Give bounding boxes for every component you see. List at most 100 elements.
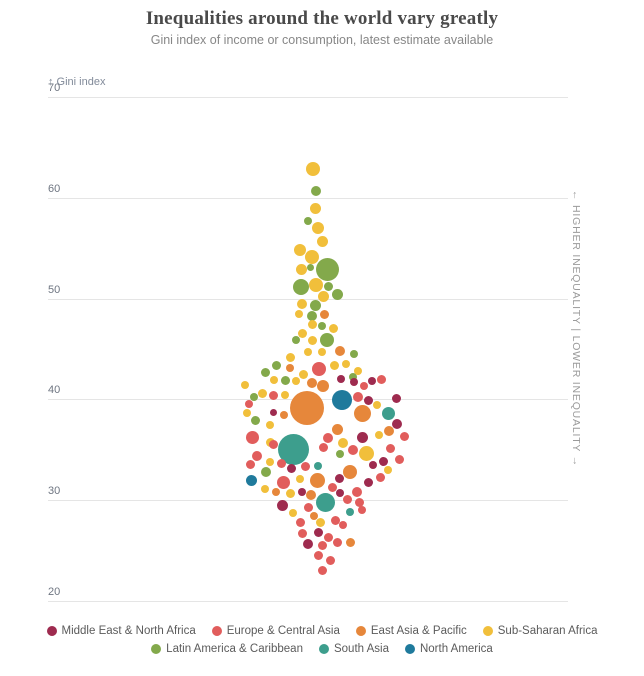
country-bubble-eca[interactable] [245, 460, 255, 470]
country-bubble-ssa[interactable] [285, 352, 295, 362]
country-bubble-ssa[interactable] [309, 203, 321, 215]
country-bubble-eca[interactable] [245, 400, 253, 409]
country-bubble-eca[interactable] [327, 482, 337, 492]
country-bubble-ssa[interactable] [297, 329, 307, 339]
country-bubble-lac[interactable] [331, 289, 343, 301]
country-bubble-eca[interactable] [342, 494, 352, 504]
country-bubble-eap[interactable] [306, 490, 316, 501]
country-bubble-ssa[interactable] [328, 324, 338, 334]
country-bubble-eca[interactable] [353, 392, 363, 403]
country-bubble-mena[interactable] [392, 418, 402, 429]
country-bubble-eap[interactable] [345, 538, 355, 548]
country-bubble-eca[interactable] [394, 455, 404, 465]
country-bubble-ssa[interactable] [338, 437, 348, 448]
country-bubble-mena[interactable] [356, 432, 368, 444]
country-bubble-eap[interactable] [353, 405, 371, 422]
country-bubble-eca[interactable] [323, 532, 333, 542]
country-bubble-eap[interactable] [272, 488, 280, 497]
country-bubble-eca[interactable] [245, 431, 259, 445]
country-bubble-ssa[interactable] [307, 336, 317, 346]
country-bubble-lac[interactable] [315, 257, 339, 281]
country-bubble-ssa[interactable] [266, 420, 274, 429]
country-bubble-lac[interactable] [336, 449, 344, 458]
country-bubble-eca[interactable] [352, 487, 362, 498]
country-bubble-eap[interactable] [331, 424, 343, 436]
country-bubble-mena[interactable] [363, 395, 373, 405]
country-bubble-eca[interactable] [358, 506, 366, 515]
legend-item-na[interactable]: North America [404, 643, 493, 655]
country-bubble-ssa[interactable] [309, 278, 323, 293]
country-bubble-eap[interactable] [310, 512, 318, 521]
legend-item-eap[interactable]: East Asia & Pacific [355, 625, 467, 637]
country-bubble-eca[interactable] [297, 528, 307, 538]
country-bubble-ssa[interactable] [318, 348, 326, 357]
country-bubble-eap[interactable] [307, 378, 317, 389]
legend-item-eca[interactable]: Europe & Central Asia [211, 625, 340, 637]
country-bubble-eca[interactable] [303, 502, 313, 512]
country-bubble-mena[interactable] [369, 460, 377, 469]
country-bubble-eap[interactable] [384, 425, 394, 436]
country-bubble-lac[interactable] [280, 375, 290, 385]
country-bubble-ssa[interactable] [243, 408, 251, 417]
country-bubble-ssa[interactable] [285, 488, 295, 498]
country-bubble-ssa[interactable] [298, 369, 308, 379]
country-bubble-eca[interactable] [317, 566, 327, 576]
country-bubble-lac[interactable] [311, 185, 321, 196]
country-bubble-eca[interactable] [375, 472, 385, 482]
country-bubble-mena[interactable] [303, 538, 313, 549]
country-bubble-ssa[interactable] [281, 391, 289, 400]
country-bubble-eca[interactable] [312, 362, 326, 377]
country-bubble-lac[interactable] [250, 416, 260, 426]
country-bubble-mena[interactable] [269, 409, 277, 416]
country-bubble-eca[interactable] [268, 390, 278, 400]
country-bubble-ssa[interactable] [342, 360, 350, 369]
country-bubble-mena[interactable] [313, 527, 323, 537]
country-bubble-eap[interactable] [309, 472, 325, 488]
country-bubble-mena[interactable] [286, 464, 296, 474]
country-bubble-mena[interactable] [363, 477, 373, 487]
country-bubble-ssa[interactable] [295, 263, 307, 275]
country-bubble-sa[interactable] [381, 407, 395, 420]
country-bubble-lac[interactable] [261, 466, 271, 477]
country-bubble-sa[interactable] [315, 492, 335, 512]
country-bubble-lac[interactable] [260, 367, 270, 377]
country-bubble-ssa[interactable] [375, 430, 383, 439]
country-bubble-eca[interactable] [354, 497, 364, 507]
country-bubble-eap[interactable] [317, 380, 329, 393]
country-bubble-ssa[interactable] [329, 360, 339, 370]
country-bubble-sa[interactable] [314, 461, 322, 470]
country-bubble-eca[interactable] [276, 475, 290, 489]
country-bubble-eca[interactable] [385, 444, 395, 454]
country-bubble-eca[interactable] [360, 382, 368, 391]
country-bubble-ssa[interactable] [373, 401, 381, 410]
country-bubble-ssa[interactable] [304, 348, 312, 357]
country-bubble-eap[interactable] [286, 364, 294, 373]
country-bubble-mena[interactable] [334, 473, 344, 483]
legend-item-lac[interactable]: Latin America & Caribbean [151, 643, 303, 655]
country-bubble-mena[interactable] [368, 377, 376, 386]
country-bubble-eca[interactable] [318, 443, 328, 453]
country-bubble-ssa[interactable] [354, 367, 362, 376]
country-bubble-lac[interactable] [293, 278, 309, 295]
country-bubble-eap[interactable] [319, 310, 329, 320]
country-bubble-ssa[interactable] [312, 222, 324, 235]
country-bubble-ssa[interactable] [294, 244, 306, 257]
country-bubble-lac[interactable] [320, 332, 334, 347]
country-bubble-mena[interactable] [337, 375, 345, 384]
country-bubble-na[interactable] [245, 474, 257, 486]
country-bubble-na[interactable] [332, 390, 352, 411]
legend-item-mena[interactable]: Middle East & North Africa [46, 625, 196, 637]
country-bubble-lac[interactable] [323, 282, 333, 291]
country-bubble-eca[interactable] [330, 515, 340, 525]
country-bubble-ssa[interactable] [306, 161, 320, 176]
country-bubble-ssa[interactable] [316, 235, 328, 247]
country-bubble-eca[interactable] [399, 432, 409, 442]
country-bubble-eap[interactable] [335, 346, 345, 357]
country-bubble-eca[interactable] [348, 444, 358, 455]
country-bubble-ssa[interactable] [289, 509, 297, 518]
country-bubble-eap[interactable] [343, 464, 357, 479]
country-bubble-mena[interactable] [378, 457, 388, 467]
country-bubble-ssa[interactable] [307, 320, 317, 330]
country-bubble-ssa[interactable] [295, 309, 303, 318]
country-bubble-eca[interactable] [323, 432, 333, 443]
